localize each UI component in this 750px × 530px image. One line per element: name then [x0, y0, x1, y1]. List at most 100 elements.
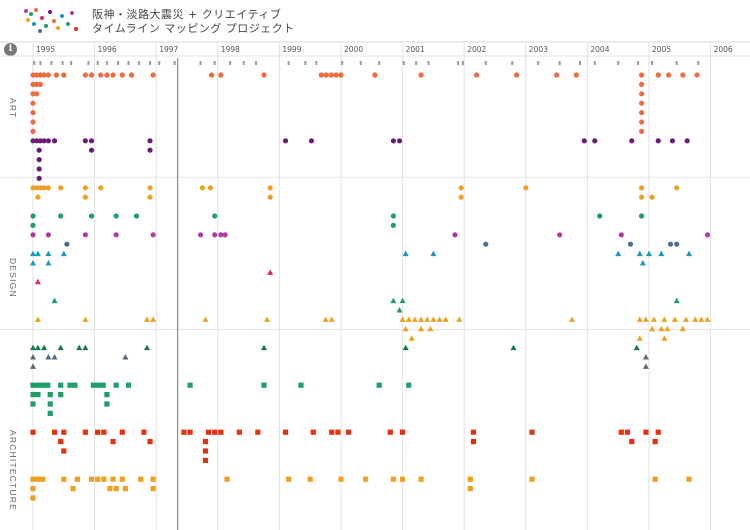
- data-point: [150, 316, 157, 322]
- data-point: [58, 382, 64, 388]
- data-point: [267, 269, 274, 275]
- data-point: [45, 72, 52, 78]
- data-point: [113, 213, 119, 219]
- data-point: [436, 316, 443, 322]
- data-point: [399, 316, 406, 322]
- data-point: [642, 316, 649, 322]
- data-point: [64, 241, 70, 247]
- data-point: [430, 316, 437, 322]
- data-point: [110, 72, 116, 78]
- data-point: [202, 457, 209, 463]
- event-tick: [617, 61, 620, 65]
- data-point: [30, 250, 36, 257]
- data-point: [212, 232, 218, 238]
- data-point: [573, 72, 579, 78]
- data-point: [470, 429, 477, 435]
- data-point: [51, 354, 58, 360]
- data-point: [30, 363, 36, 369]
- data-point: [107, 486, 113, 492]
- data-point: [35, 382, 41, 388]
- data-point: [141, 429, 147, 435]
- data-point: [82, 194, 88, 200]
- data-point: [390, 297, 397, 304]
- event-tick: [484, 61, 487, 65]
- data-point: [150, 486, 156, 492]
- data-point: [30, 119, 36, 125]
- data-point: [74, 476, 80, 482]
- data-point: [390, 138, 396, 144]
- data-point: [30, 260, 36, 266]
- data-point: [133, 213, 140, 219]
- data-point: [36, 166, 42, 172]
- data-point: [82, 72, 88, 78]
- data-point: [45, 354, 52, 360]
- data-point: [51, 297, 58, 304]
- data-point: [402, 344, 409, 351]
- data-point: [666, 72, 672, 78]
- data-point: [310, 429, 316, 435]
- data-point: [661, 335, 668, 341]
- event-tick: [415, 61, 418, 65]
- data-point: [671, 316, 678, 322]
- data-point: [119, 429, 125, 435]
- data-point: [427, 325, 434, 332]
- event-tick: [378, 61, 381, 65]
- data-point: [202, 448, 209, 454]
- data-point: [41, 72, 47, 78]
- data-point: [218, 72, 224, 78]
- data-point: [639, 185, 645, 191]
- data-point: [101, 476, 107, 482]
- event-tick: [511, 61, 514, 65]
- data-point: [40, 382, 46, 388]
- data-point: [682, 316, 689, 322]
- data-point: [45, 185, 52, 191]
- data-point: [30, 185, 36, 191]
- data-point: [40, 476, 46, 482]
- data-point: [98, 72, 104, 78]
- app-header: 阪神・淡路大震災 + クリエイティブ タイムライン マッピング プロジェクト: [0, 0, 750, 40]
- title-line-2: タイムライン マッピング プロジェクト: [92, 22, 295, 35]
- data-point: [88, 213, 95, 219]
- data-point: [147, 185, 153, 191]
- x-tick-label: 2004: [590, 45, 609, 54]
- data-point: [113, 232, 119, 238]
- data-point: [98, 185, 104, 191]
- data-point: [30, 401, 36, 407]
- event-tick: [242, 61, 245, 65]
- data-point: [704, 316, 711, 322]
- data-point: [411, 316, 418, 322]
- data-point: [402, 325, 409, 332]
- data-point: [639, 81, 645, 87]
- data-point: [147, 147, 153, 153]
- event-tick: [341, 61, 344, 65]
- data-point: [34, 91, 40, 97]
- event-tick: [675, 61, 678, 65]
- page-title: 阪神・淡路大震災 + クリエイティブ タイムライン マッピング プロジェクト: [92, 8, 295, 36]
- info-icon[interactable]: i: [4, 43, 17, 56]
- data-point: [47, 410, 53, 416]
- data-point: [30, 486, 36, 492]
- data-point: [390, 222, 396, 228]
- data-point: [30, 213, 36, 219]
- data-point: [642, 354, 649, 360]
- data-point: [34, 316, 41, 322]
- data-point: [147, 194, 153, 200]
- data-point: [669, 138, 676, 144]
- data-point: [418, 72, 424, 78]
- data-point: [58, 213, 64, 219]
- data-point: [639, 194, 645, 200]
- data-point: [35, 476, 41, 482]
- data-point: [150, 232, 156, 238]
- event-tick: [636, 61, 639, 65]
- data-point: [643, 429, 649, 435]
- data-point: [30, 382, 36, 388]
- data-point: [674, 185, 680, 191]
- x-tick-label: 2001: [406, 45, 425, 54]
- data-point: [286, 476, 292, 482]
- event-tick: [127, 61, 130, 65]
- event-tick: [457, 61, 460, 65]
- data-point: [30, 344, 36, 351]
- data-point: [37, 81, 43, 87]
- event-tick: [105, 61, 108, 65]
- data-point: [36, 175, 42, 181]
